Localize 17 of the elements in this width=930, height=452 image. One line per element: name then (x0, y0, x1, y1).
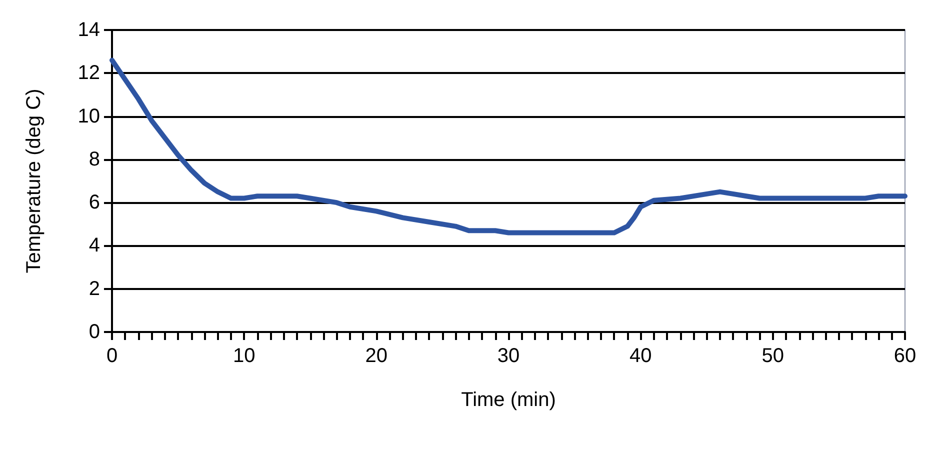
x-tick-label: 60 (894, 345, 916, 367)
y-tick-label: 0 (88, 321, 100, 343)
x-tick-label: 30 (497, 345, 520, 367)
x-tick-label: 10 (233, 345, 256, 367)
y-tick-label: 14 (78, 19, 100, 41)
y-tick-label: 4 (88, 234, 100, 257)
y-tick-label: 10 (78, 105, 100, 128)
y-tick-label: 8 (88, 148, 100, 170)
y-tick-label: 2 (88, 278, 100, 300)
x-tick-label: 40 (630, 345, 652, 367)
y-axis-title: Temperature (deg C) (23, 88, 45, 274)
x-tick-label: 0 (106, 345, 118, 367)
y-tick-label: 6 (88, 192, 100, 214)
x-tick-label: 50 (762, 345, 784, 367)
x-axis-title: Time (min) (461, 389, 556, 411)
x-tick-label: 20 (365, 345, 388, 367)
y-tick-label: 12 (78, 62, 100, 84)
